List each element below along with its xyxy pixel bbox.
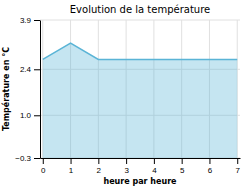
tick-label: −0.3 [15,154,31,163]
tick: 1 [69,158,74,175]
tick-mark [154,158,155,164]
tick: 3.9 [20,16,40,25]
tick-label: 1 [69,166,74,175]
tick: −0.3 [15,154,40,163]
tick-mark [34,115,40,116]
tick-mark [237,158,238,164]
tick: 3 [124,158,129,175]
tick-mark [34,20,40,21]
chart: 0 1 2 3 4 5 6 7 −0.3 1.0 2.4 3.9 Evolution de la tem… [0,0,250,188]
tick-label: 2.4 [20,65,32,74]
tick-mark [34,69,40,70]
tick-label: 0 [41,166,46,175]
tick-label: 6 [208,166,213,175]
grid [40,20,240,158]
area [43,43,237,158]
line [43,43,237,59]
tick-mark [209,158,210,164]
tick-label: 1.0 [20,111,32,120]
tick-mark [71,158,72,164]
tick: 7 [235,158,240,175]
tick-label: 4 [152,166,157,175]
tick-label: 5 [180,166,185,175]
tick: 0 [41,158,46,175]
title: Evolution de la température [70,4,210,15]
tick-mark [43,158,44,164]
tick: 4 [152,158,157,175]
tick-mark [98,158,99,164]
plot: 0 1 2 3 4 5 6 7 −0.3 1.0 2.4 3.9 [15,16,240,175]
tick: 2.4 [20,65,40,74]
x-label: heure par heure [103,177,177,186]
grid-line [40,20,240,21]
marks [43,43,237,158]
axis-line [40,21,41,159]
tick-label: 3.9 [20,16,32,25]
tick-label: 2 [97,166,102,175]
tick: 2 [97,158,102,175]
tick-label: 7 [235,166,240,175]
tick: 6 [208,158,213,175]
y-axis: −0.3 1.0 2.4 3.9 [15,16,40,163]
x-axis: 0 1 2 3 4 5 6 7 [41,158,241,175]
tick: 5 [180,158,185,175]
tick-label: 3 [124,166,129,175]
tick-mark [182,158,183,164]
tick: 1.0 [20,111,40,120]
axis-line [41,158,241,159]
y-label: Température en °C [1,47,11,131]
tick-mark [126,158,127,164]
tick-mark [34,158,40,159]
